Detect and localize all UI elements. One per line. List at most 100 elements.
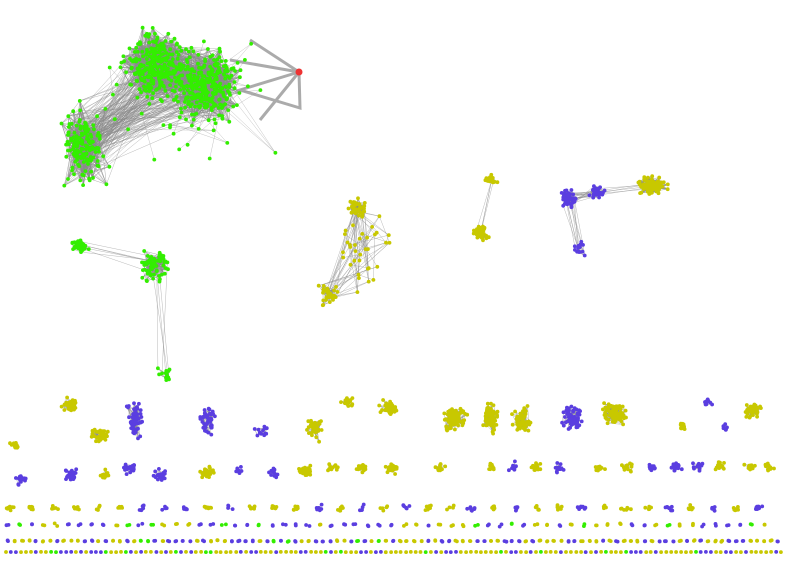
node bbox=[160, 68, 164, 73]
node bbox=[190, 96, 195, 101]
node bbox=[70, 168, 74, 173]
node bbox=[162, 260, 167, 264]
node bbox=[214, 75, 219, 80]
node bbox=[620, 404, 625, 409]
node bbox=[490, 462, 494, 467]
node bbox=[137, 57, 142, 62]
node bbox=[665, 505, 669, 509]
node bbox=[179, 48, 184, 53]
node bbox=[286, 539, 291, 543]
node bbox=[657, 175, 662, 180]
node bbox=[389, 462, 394, 467]
node bbox=[306, 419, 311, 424]
node bbox=[256, 427, 261, 432]
node bbox=[218, 49, 223, 54]
node bbox=[612, 416, 616, 421]
node bbox=[348, 262, 353, 267]
node bbox=[433, 465, 438, 470]
node bbox=[149, 75, 154, 80]
node bbox=[129, 550, 133, 554]
node bbox=[216, 65, 221, 70]
node bbox=[284, 550, 288, 554]
node bbox=[698, 550, 703, 554]
node bbox=[208, 419, 213, 424]
node bbox=[56, 507, 60, 511]
node bbox=[298, 550, 303, 554]
node bbox=[224, 550, 229, 554]
node bbox=[112, 117, 117, 121]
node bbox=[366, 524, 371, 529]
node bbox=[161, 263, 166, 268]
node bbox=[299, 539, 304, 544]
node bbox=[582, 524, 586, 528]
node bbox=[339, 549, 343, 554]
edge-bundle bbox=[229, 38, 302, 121]
node bbox=[620, 412, 624, 417]
node bbox=[754, 408, 759, 413]
node bbox=[233, 523, 238, 528]
node bbox=[131, 430, 136, 435]
node bbox=[719, 539, 724, 544]
node bbox=[477, 229, 481, 234]
node bbox=[491, 180, 495, 185]
node bbox=[389, 522, 394, 527]
node bbox=[495, 180, 500, 185]
node bbox=[532, 523, 537, 527]
node bbox=[65, 522, 70, 527]
node bbox=[69, 121, 74, 126]
node bbox=[118, 505, 122, 510]
node bbox=[759, 406, 763, 410]
node bbox=[638, 181, 642, 186]
node bbox=[79, 550, 83, 554]
node bbox=[238, 550, 243, 554]
node bbox=[436, 522, 441, 527]
node bbox=[269, 473, 273, 477]
node bbox=[209, 432, 214, 437]
node bbox=[237, 91, 242, 95]
node bbox=[148, 83, 152, 88]
node bbox=[279, 538, 283, 543]
node bbox=[397, 538, 402, 543]
node bbox=[734, 550, 738, 554]
node bbox=[402, 524, 406, 528]
node bbox=[769, 550, 773, 554]
node bbox=[213, 91, 218, 96]
node bbox=[487, 412, 492, 416]
node bbox=[145, 57, 149, 61]
node bbox=[669, 465, 674, 470]
node bbox=[150, 96, 155, 101]
node bbox=[83, 169, 88, 174]
node bbox=[744, 415, 749, 419]
node bbox=[289, 550, 294, 554]
node bbox=[609, 409, 613, 414]
node bbox=[564, 550, 568, 554]
node bbox=[564, 408, 569, 413]
node bbox=[176, 52, 181, 57]
node bbox=[664, 550, 669, 554]
node bbox=[577, 423, 582, 428]
node bbox=[97, 137, 102, 141]
node bbox=[510, 466, 514, 470]
node bbox=[206, 47, 210, 51]
node bbox=[522, 406, 527, 411]
node bbox=[188, 539, 193, 544]
node bbox=[16, 482, 21, 487]
node bbox=[647, 183, 652, 187]
node bbox=[97, 149, 101, 154]
node bbox=[748, 467, 752, 472]
node bbox=[72, 506, 77, 511]
node bbox=[81, 183, 85, 188]
node bbox=[377, 214, 382, 219]
node bbox=[674, 550, 678, 554]
node bbox=[262, 433, 267, 438]
node bbox=[224, 65, 229, 70]
node bbox=[144, 262, 149, 267]
node bbox=[356, 213, 361, 218]
node bbox=[348, 243, 352, 247]
node bbox=[321, 284, 326, 288]
node bbox=[346, 206, 351, 211]
node bbox=[118, 65, 123, 70]
node bbox=[83, 152, 87, 157]
node bbox=[740, 539, 745, 543]
node bbox=[629, 507, 633, 512]
